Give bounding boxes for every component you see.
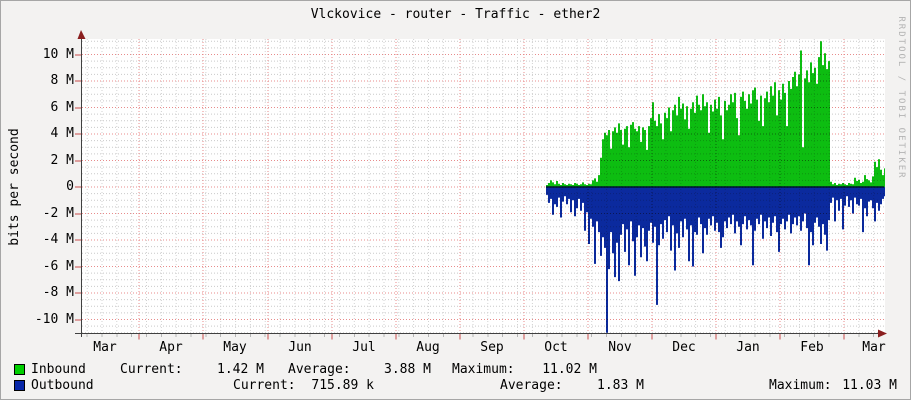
x-tick-label: Apr xyxy=(159,340,183,355)
inbound-swatch xyxy=(14,364,25,375)
x-tick-label: Jan xyxy=(736,340,760,355)
x-tick-label: Jun xyxy=(288,340,312,355)
x-tick-label: Mar xyxy=(862,340,886,355)
legend-row-inbound: Inbound Current: 1.42 M Average: 3.88 M … xyxy=(1,362,910,377)
x-tick-label: Sep xyxy=(480,340,504,355)
y-tick-label: -10 M xyxy=(34,312,74,327)
x-tick-label: Jul xyxy=(352,340,376,355)
x-tick-label: May xyxy=(223,340,247,355)
y-tick-label: 2 M xyxy=(50,153,74,168)
stat-value: 3.88 M xyxy=(384,362,431,377)
stat-label: Maximum: xyxy=(769,378,832,393)
stat-value: 1.42 M xyxy=(217,362,264,377)
stat-label: Average: xyxy=(288,362,351,377)
outbound-swatch xyxy=(14,380,25,391)
y-tick-label: 0 xyxy=(66,179,74,194)
x-tick-label: Dec xyxy=(672,340,696,355)
x-tick-label: Oct xyxy=(544,340,568,355)
y-tick-label: 6 M xyxy=(50,100,74,115)
x-tick-label: Nov xyxy=(608,340,632,355)
x-tick-label: Feb xyxy=(800,340,824,355)
y-tick-label: 4 M xyxy=(50,126,74,141)
legend-series-label: Outbound xyxy=(31,378,94,393)
y-tick-label: 10 M xyxy=(42,47,74,62)
y-tick-label: -2 M xyxy=(42,206,74,221)
legend-series-label: Inbound xyxy=(31,362,86,377)
x-tick-label: Mar xyxy=(93,340,117,355)
stat-label: Current: xyxy=(233,378,296,393)
stat-value: 1.83 M xyxy=(597,378,644,393)
y-tick-label: -8 M xyxy=(42,285,74,300)
stat-label: Average: xyxy=(500,378,563,393)
y-tick-label: -4 M xyxy=(42,232,74,247)
stat-label: Maximum: xyxy=(452,362,515,377)
y-tick-label: -6 M xyxy=(42,259,74,274)
stat-label: Current: xyxy=(120,362,183,377)
stat-value: 11.03 M xyxy=(842,378,897,393)
stat-value: 715.89 k xyxy=(311,378,374,393)
graph-title: Vlckovice - router - Traffic - ether2 xyxy=(310,7,601,22)
x-tick-label: Aug xyxy=(416,340,440,355)
stat-value: 11.02 M xyxy=(542,362,597,377)
y-tick-label: 8 M xyxy=(50,73,74,88)
legend-row-outbound: Outbound Current: 715.89 k Average: 1.83… xyxy=(1,378,910,393)
